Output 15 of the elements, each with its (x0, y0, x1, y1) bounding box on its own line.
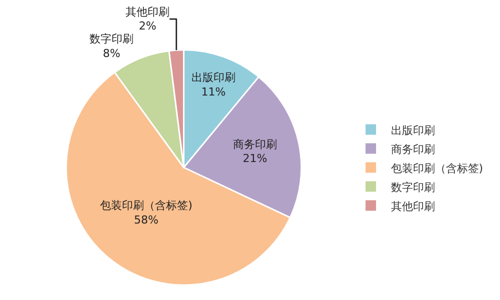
slice-label: 其他印刷 (126, 5, 170, 18)
legend-label: 其他印刷 (390, 200, 435, 213)
slice-label: 数字印刷 (90, 32, 134, 46)
data-label: 2% (138, 20, 156, 33)
data-label: 58% (134, 213, 159, 226)
slice-label: 出版印刷 (192, 71, 236, 84)
legend-label: 包装印刷（含标签) (390, 162, 484, 175)
legend-label: 出版印刷 (390, 124, 435, 137)
data-label: 21% (242, 152, 268, 166)
data-label: 11% (201, 86, 226, 98)
legend-label: 数字印刷 (390, 180, 435, 194)
legend-label: 商务印刷 (390, 142, 435, 156)
slice-label: 商务印刷 (232, 138, 277, 151)
slice-label: 包装印刷（含标签) (100, 199, 192, 212)
data-label: 8% (102, 47, 120, 60)
